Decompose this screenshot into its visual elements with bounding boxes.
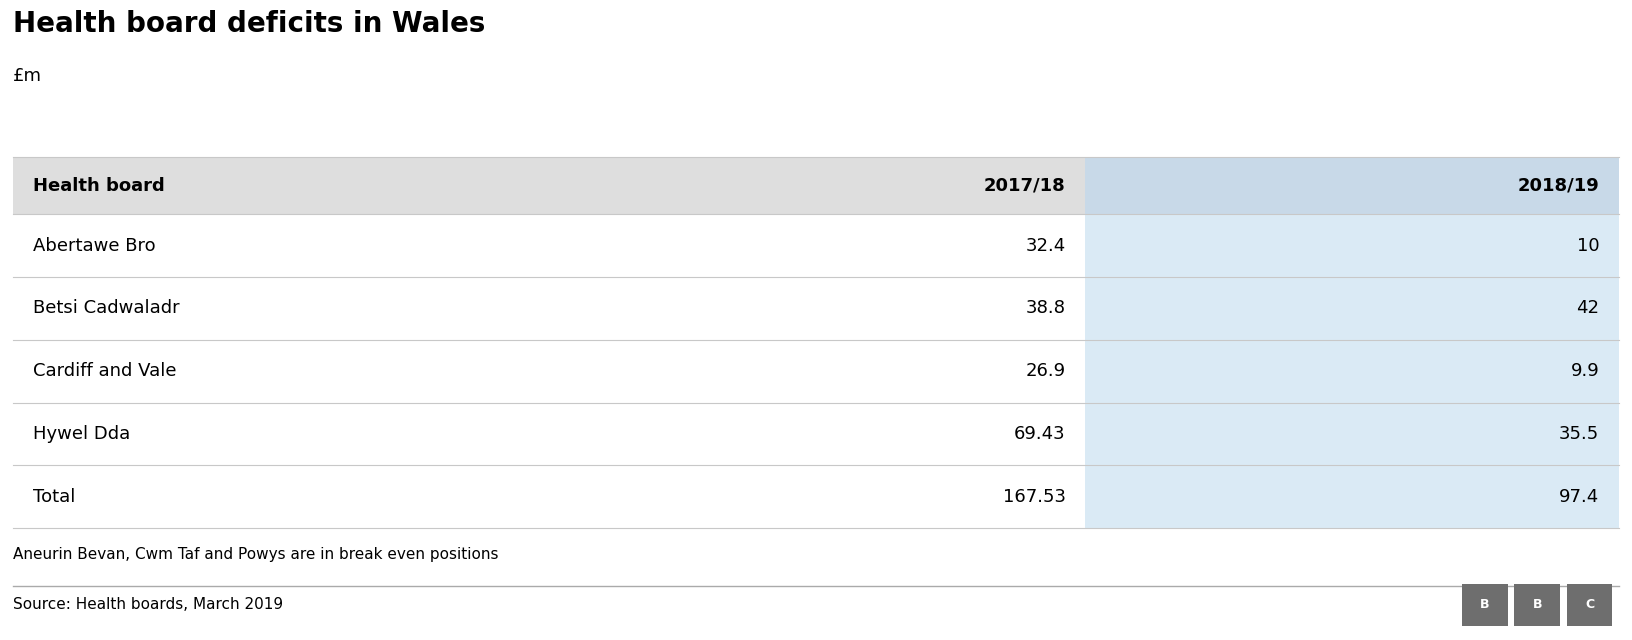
Text: B: B: [1532, 598, 1542, 611]
Text: Aneurin Bevan, Cwm Taf and Powys are in break even positions: Aneurin Bevan, Cwm Taf and Powys are in …: [13, 547, 498, 562]
Text: Betsi Cadwaladr: Betsi Cadwaladr: [33, 300, 180, 317]
Text: 2017/18: 2017/18: [984, 177, 1066, 195]
Text: 35.5: 35.5: [1559, 425, 1599, 443]
Text: 42: 42: [1577, 300, 1599, 317]
Text: C: C: [1585, 598, 1594, 611]
Text: Health board: Health board: [33, 177, 165, 195]
Bar: [13, 157, 1085, 214]
Text: 69.43: 69.43: [1013, 425, 1066, 443]
Text: Hywel Dda: Hywel Dda: [33, 425, 131, 443]
Bar: [1462, 584, 1508, 626]
Bar: [1514, 584, 1560, 626]
Text: 97.4: 97.4: [1559, 488, 1599, 506]
Text: Health board deficits in Wales: Health board deficits in Wales: [13, 10, 485, 38]
Text: 38.8: 38.8: [1025, 300, 1066, 317]
Text: 10: 10: [1577, 237, 1599, 255]
Text: 167.53: 167.53: [1002, 488, 1066, 506]
Text: B: B: [1480, 598, 1490, 611]
Text: 2018/19: 2018/19: [1518, 177, 1599, 195]
Text: 32.4: 32.4: [1025, 237, 1066, 255]
Text: Total: Total: [33, 488, 75, 506]
Text: Abertawe Bro: Abertawe Bro: [33, 237, 155, 255]
Text: 26.9: 26.9: [1025, 362, 1066, 380]
Text: 9.9: 9.9: [1570, 362, 1599, 380]
Text: Cardiff and Vale: Cardiff and Vale: [33, 362, 176, 380]
Bar: [1085, 157, 1619, 214]
Text: £m: £m: [13, 67, 42, 85]
Bar: [1085, 214, 1619, 528]
Bar: [1567, 584, 1612, 626]
Text: Source: Health boards, March 2019: Source: Health boards, March 2019: [13, 597, 284, 612]
